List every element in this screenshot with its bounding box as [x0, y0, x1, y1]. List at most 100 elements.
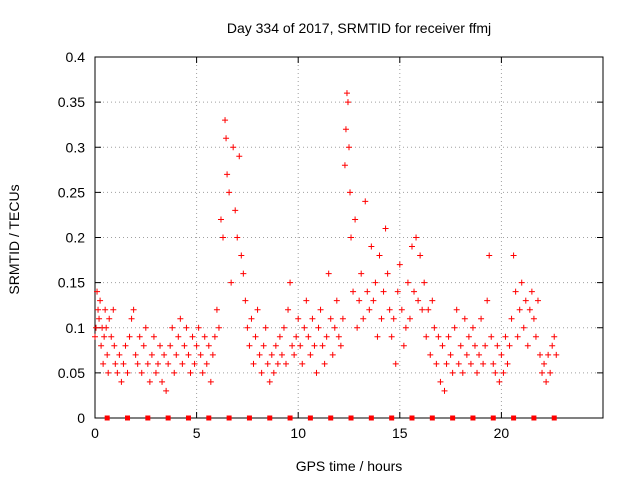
data-point: [352, 216, 359, 223]
baseline-marker: [246, 415, 252, 421]
baseline-marker: [470, 415, 476, 421]
data-point: [159, 378, 166, 385]
data-point: [197, 351, 204, 358]
data-point: [518, 279, 525, 286]
data-point: [350, 288, 357, 295]
data-point: [260, 342, 267, 349]
data-point: [301, 324, 308, 331]
data-point: [319, 342, 326, 349]
data-point: [445, 333, 452, 340]
data-point: [103, 324, 110, 331]
data-point: [102, 306, 109, 313]
data-point: [95, 306, 102, 313]
data-point: [140, 342, 147, 349]
data-point: [335, 333, 342, 340]
data-point: [303, 297, 310, 304]
data-point: [144, 360, 151, 367]
data-point: [311, 342, 318, 349]
data-point: [382, 225, 389, 232]
data-point: [478, 315, 485, 322]
data-point: [101, 333, 108, 340]
data-point: [177, 315, 184, 322]
y-tick-label: 0.2: [66, 230, 86, 246]
data-point: [175, 333, 182, 340]
data-point: [100, 360, 107, 367]
baseline-marker: [104, 415, 110, 421]
data-point: [98, 342, 105, 349]
data-point: [93, 324, 100, 331]
data-point: [211, 333, 218, 340]
data-point: [291, 351, 298, 358]
baseline-marker: [389, 415, 395, 421]
data-point: [270, 369, 277, 376]
data-point: [512, 288, 519, 295]
baseline-marker: [145, 415, 151, 421]
data-point: [551, 333, 558, 340]
data-point: [476, 351, 483, 358]
data-point: [299, 360, 306, 367]
data-point: [406, 315, 413, 322]
data-point: [433, 360, 440, 367]
data-point: [268, 351, 275, 358]
data-point: [524, 342, 531, 349]
data-point: [289, 342, 296, 349]
data-point: [372, 279, 379, 286]
data-point: [254, 306, 261, 313]
data-point: [439, 342, 446, 349]
data-point: [378, 315, 385, 322]
data-point: [234, 234, 241, 241]
data-point: [120, 360, 127, 367]
x-tick-label: 0: [91, 425, 99, 441]
data-point: [128, 315, 135, 322]
data-point: [224, 171, 231, 178]
data-point: [415, 297, 422, 304]
baseline-marker: [307, 415, 313, 421]
data-point: [167, 342, 174, 349]
data-point: [431, 324, 438, 331]
data-point: [337, 342, 344, 349]
data-point: [171, 369, 178, 376]
data-point: [181, 342, 188, 349]
data-point: [244, 324, 251, 331]
data-point: [348, 234, 355, 241]
y-tick-label: 0.15: [58, 275, 85, 291]
x-tick-label: 5: [193, 425, 201, 441]
data-point: [116, 351, 123, 358]
data-point: [285, 306, 292, 313]
data-point: [388, 333, 395, 340]
data-point: [346, 144, 352, 151]
data-point: [457, 342, 464, 349]
data-point: [96, 315, 103, 322]
data-point: [325, 270, 332, 277]
y-tick-label: 0.35: [58, 94, 85, 110]
data-point: [258, 369, 265, 376]
baseline-marker: [551, 415, 557, 421]
data-point: [455, 360, 462, 367]
data-point: [297, 342, 304, 349]
data-point: [106, 315, 113, 322]
data-point: [138, 369, 145, 376]
data-point: [272, 342, 279, 349]
grid: [95, 57, 603, 418]
data-point: [413, 234, 420, 241]
data-point: [274, 360, 281, 367]
data-point: [179, 360, 186, 367]
data-point: [313, 369, 320, 376]
data-point: [490, 360, 497, 367]
data-points: [92, 90, 560, 394]
data-point: [486, 252, 493, 259]
data-point: [408, 243, 415, 250]
data-point: [209, 351, 216, 358]
baseline-marker: [368, 415, 374, 421]
baseline-marker: [226, 415, 232, 421]
data-point: [307, 351, 314, 358]
data-point: [376, 252, 383, 259]
data-point: [329, 351, 336, 358]
data-point: [213, 306, 220, 313]
data-point: [358, 270, 365, 277]
data-point: [520, 324, 527, 331]
data-point: [246, 342, 253, 349]
data-point: [189, 333, 196, 340]
baseline-marker: [450, 415, 456, 421]
